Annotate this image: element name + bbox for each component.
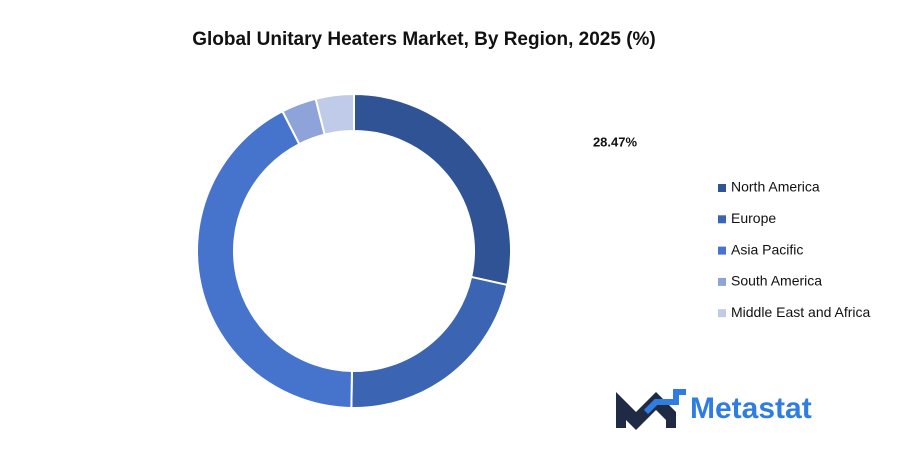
legend-label: South America xyxy=(731,273,822,289)
legend-swatch xyxy=(718,309,726,318)
legend-label: Asia Pacific xyxy=(731,241,803,257)
legend-label: Europe xyxy=(731,210,776,226)
data-label: 28.47% xyxy=(593,134,638,149)
legend-label: North America xyxy=(731,179,820,195)
donut-slice xyxy=(196,109,353,409)
legend-label: Middle East and Africa xyxy=(731,304,871,320)
logo: Metastat xyxy=(616,389,812,430)
legend-swatch xyxy=(718,184,726,192)
legend-swatch xyxy=(718,246,726,255)
donut-slice xyxy=(353,92,512,287)
logo-text: Metastat xyxy=(690,392,812,425)
logo-accent xyxy=(643,389,686,415)
chart-title: Global Unitary Heaters Market, By Region… xyxy=(192,29,656,50)
legend-swatch xyxy=(718,215,726,224)
donut-slice xyxy=(314,92,355,136)
donut-slice xyxy=(350,275,509,409)
legend-swatch xyxy=(718,277,726,286)
